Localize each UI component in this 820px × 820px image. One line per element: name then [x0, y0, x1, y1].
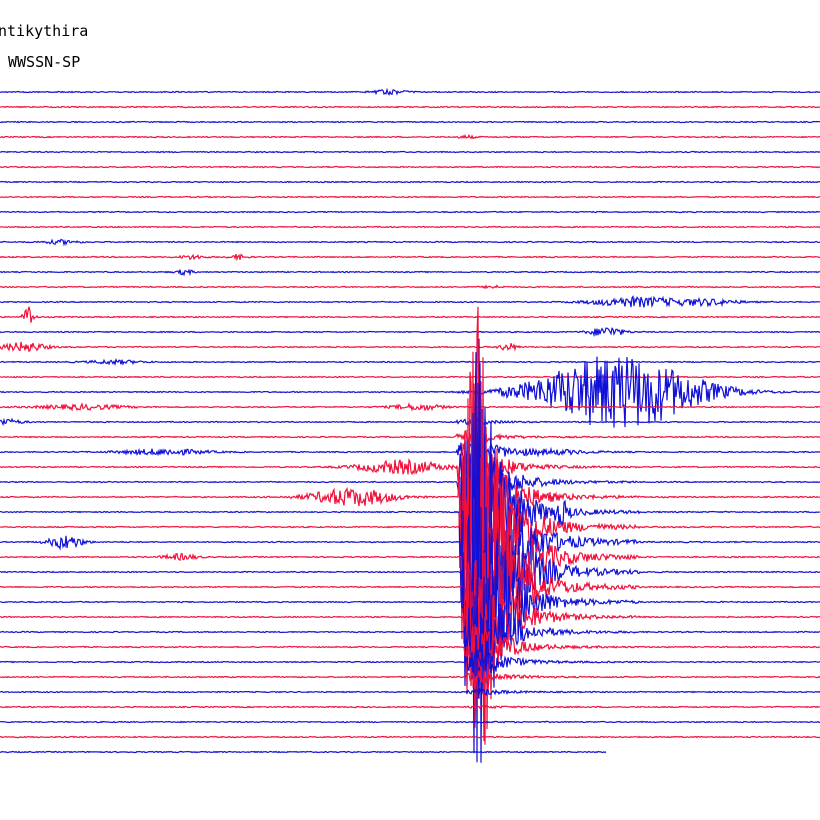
trace-line-41 [0, 704, 820, 710]
trace-line-29 [0, 371, 820, 675]
trace-line-17 [0, 341, 820, 353]
trace-line-9 [0, 225, 820, 229]
trace-line-32 [0, 352, 820, 763]
trace-line-34 [0, 474, 820, 699]
trace-line-28 [0, 407, 820, 656]
trace-line-15 [0, 306, 820, 323]
trace-line-11 [0, 253, 820, 262]
trace-line-25 [0, 438, 820, 493]
trace-line-31 [0, 306, 820, 745]
trace-line-20 [0, 356, 820, 428]
trace-line-3 [0, 133, 820, 140]
trace-line-40 [0, 687, 820, 698]
trace-line-26 [0, 424, 820, 541]
trace-line-33 [0, 457, 820, 742]
trace-line-42 [0, 720, 820, 724]
trace-line-2 [0, 120, 820, 124]
trace-line-14 [0, 294, 820, 309]
trace-line-44 [0, 750, 607, 754]
trace-line-39 [0, 669, 820, 685]
trace-line-10 [0, 238, 820, 247]
trace-line-12 [0, 268, 820, 277]
station-label: ntikythira [0, 22, 89, 40]
trace-line-35 [0, 552, 820, 691]
trace-line-6 [0, 180, 820, 184]
trace-line-8 [0, 210, 820, 214]
trace-line-30 [0, 338, 820, 754]
trace-line-18 [0, 357, 820, 366]
trace-line-5 [0, 165, 820, 169]
network-label: WWSSN-SP [8, 53, 81, 71]
trace-line-4 [0, 150, 820, 154]
trace-line-22 [0, 417, 820, 427]
trace-line-36 [0, 576, 820, 684]
trace-line-24 [0, 438, 820, 465]
trace-line-13 [0, 284, 820, 290]
trace-line-27 [0, 439, 820, 607]
trace-line-37 [0, 616, 820, 682]
trace-line-19 [0, 375, 820, 379]
trace-line-43 [0, 735, 820, 739]
trace-line-38 [0, 644, 820, 674]
trace-line-1 [0, 105, 820, 109]
trace-line-16 [0, 327, 820, 338]
trace-line-23 [0, 428, 820, 445]
trace-line-21 [0, 401, 820, 412]
trace-line-0 [0, 87, 820, 96]
trace-line-7 [0, 195, 820, 199]
